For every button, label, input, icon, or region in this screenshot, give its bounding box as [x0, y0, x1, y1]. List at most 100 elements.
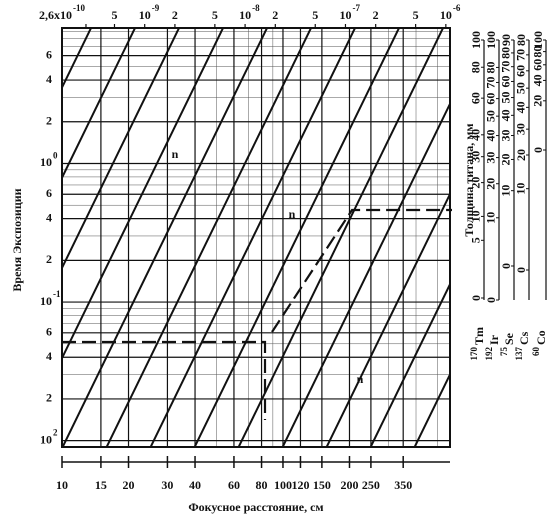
isotope-mass: 170: [469, 347, 479, 361]
x2-tick-label: 5: [111, 8, 117, 22]
x-axis-title: Фокусное расстояние, см: [188, 500, 323, 514]
x2-tick-label: 10: [339, 8, 351, 22]
y-tick-label-exponent: -1: [53, 289, 61, 299]
scale-tick-label: 100: [484, 31, 498, 49]
y-tick-label: 10: [40, 155, 52, 169]
x-tick-label: 250: [362, 478, 380, 492]
scale-tick-label: 0: [499, 263, 513, 269]
x-tick-label: 60: [228, 478, 240, 492]
scale-tick-label: 40: [469, 129, 483, 141]
x2-tick-label-exponent: -9: [152, 3, 160, 13]
x2-tick-label: 2: [272, 8, 278, 22]
y-tick-label: 6: [46, 186, 52, 200]
annotation: n: [289, 207, 296, 221]
x2-tick-label: 5: [212, 8, 218, 22]
isotope-mass: 75: [499, 347, 509, 357]
y-tick-label-exponent: 2: [53, 428, 58, 438]
y-tick-label: 10: [40, 294, 52, 308]
scale-tick-label: 10: [469, 210, 483, 222]
scale-tick-label: 10: [499, 185, 513, 197]
isotope-symbol: Ir: [487, 334, 501, 345]
y-tick-label: 4: [46, 349, 52, 363]
scale-tick-label: 30: [469, 151, 483, 163]
exposure-line: [193, 28, 401, 447]
scale-tick-label: 70: [499, 61, 513, 73]
exposure-line: [62, 28, 225, 361]
isotope-mass: 192: [484, 347, 494, 361]
example-line: [62, 340, 267, 420]
y-tick-label: 4: [46, 72, 52, 86]
plot-frame: [61, 27, 451, 448]
x2-tick-label-exponent: -7: [352, 3, 360, 13]
y-tick-label: 2: [46, 391, 52, 405]
scale-tick-label: 40: [499, 109, 513, 121]
scale-tick-label: 70: [484, 76, 498, 88]
example-line: [271, 208, 452, 333]
scale-tick-label: 50: [514, 82, 528, 94]
x-tick-label: 120: [291, 478, 309, 492]
y-tick-label: 6: [46, 47, 52, 61]
scale-tick-label: 10: [484, 212, 498, 224]
x-tick-label: 150: [313, 478, 331, 492]
scale-tick-label: 0: [484, 297, 498, 303]
y-tick-label: 2: [46, 114, 52, 128]
scale-tick-label: 0: [469, 295, 483, 301]
x2-tick-label: 5: [312, 8, 318, 22]
scale-tick-label: 100: [531, 31, 545, 49]
annotation: n: [357, 372, 364, 386]
y-tick-label: 2: [46, 252, 52, 266]
scale-tick-label: 20: [484, 178, 498, 190]
scale-tick-label: 60: [499, 75, 513, 87]
scale-tick-label: 80: [514, 34, 528, 46]
x-tick-label: 30: [161, 478, 173, 492]
scale-tick-label: 60: [469, 92, 483, 104]
scale-tick-label: 50: [499, 92, 513, 104]
x2-tick-label: 10: [239, 8, 251, 22]
scale-tick-label: 60: [514, 65, 528, 77]
scale-tick-label: 90: [499, 34, 513, 46]
isotope-symbol: Co: [534, 330, 548, 345]
scale-tick-label: 40: [531, 74, 545, 86]
isotope-label: 75 Se: [499, 332, 516, 356]
x-tick-label: 40: [189, 478, 201, 492]
isotope-mass: 137: [514, 347, 524, 361]
scale-tick-label: 5: [469, 237, 483, 243]
scale-tick-label: 20: [469, 177, 483, 189]
x-tick-label: 350: [394, 478, 412, 492]
isotope-label: 192 Ir: [484, 334, 501, 360]
x2-tick-label-exponent: -6: [453, 3, 461, 13]
x-tick-label: 80: [256, 478, 268, 492]
x-tick-label: 100: [274, 478, 292, 492]
scale-tick-label: 50: [484, 110, 498, 122]
isotope-label: 60 Co: [531, 330, 548, 356]
y-tick-label: 6: [46, 325, 52, 339]
scale-tick-label: 30: [499, 130, 513, 142]
exposure-line: [105, 28, 313, 447]
y-tick-label: 10: [40, 432, 52, 446]
exposure-line: [62, 28, 93, 90]
scale-tick-label: 0: [514, 267, 528, 273]
scale-tick-label: 40: [484, 130, 498, 142]
x2-tick-label: 5: [413, 8, 419, 22]
y-axis-title: Время Экспозиции: [10, 188, 24, 291]
exposure-line: [62, 28, 269, 447]
scale-tick-label: 0: [531, 147, 545, 153]
y-tick-label-exponent: 0: [53, 151, 58, 161]
exposure-line: [369, 282, 450, 447]
isotope-label: 170 Tm: [469, 327, 486, 361]
exposure-line: [149, 28, 357, 447]
x-tick-label: 20: [123, 478, 135, 492]
thickness-title: Толщина титана, мм: [462, 123, 476, 236]
x2-tick-label-exponent: -10: [73, 3, 85, 13]
x2-tick-label: 10: [139, 8, 151, 22]
scale-tick-label: 40: [514, 101, 528, 113]
isotope-symbol: Tm: [472, 327, 486, 345]
scale-tick-label: 100: [469, 31, 483, 49]
scale-tick-label: 30: [484, 152, 498, 164]
scale-tick-label: 80: [484, 61, 498, 73]
x-tick-label: 10: [56, 478, 68, 492]
scale-tick-label: 60: [531, 59, 545, 71]
x2-tick-label-exponent: -8: [252, 3, 260, 13]
